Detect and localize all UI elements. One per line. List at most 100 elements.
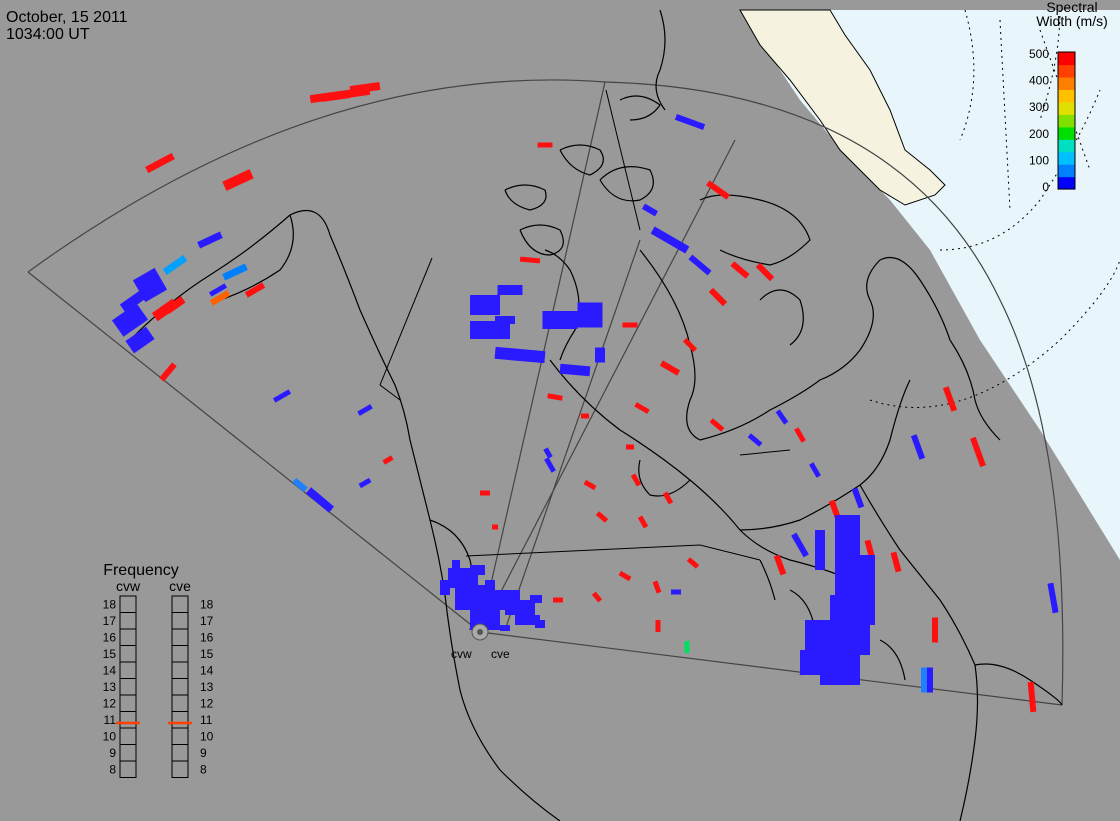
radar-stations — [471, 623, 489, 641]
radar-cell — [543, 447, 553, 459]
radar-cell — [1027, 681, 1037, 713]
radar-cell — [755, 262, 775, 282]
radar-cell — [708, 287, 728, 307]
colorbar-segment — [1058, 164, 1075, 178]
radar-cell — [452, 560, 460, 568]
coastlines — [129, 9, 1063, 821]
radar-cell — [497, 285, 523, 295]
radar-cell — [537, 142, 553, 148]
radar-cell — [921, 667, 927, 693]
colorbar-segment — [1058, 176, 1075, 190]
radar-cell — [591, 591, 603, 603]
radar-cell — [932, 617, 938, 643]
radar-cell — [485, 580, 495, 590]
radar-cell — [674, 114, 706, 130]
radar-cell — [682, 337, 698, 353]
frequency-tick-label: 15 — [200, 647, 214, 661]
radar-cell — [775, 409, 789, 425]
radar-cell — [159, 362, 177, 382]
radar-cell — [547, 393, 563, 401]
radar-cell — [618, 570, 632, 582]
radar-cell — [835, 515, 860, 555]
station-label-west: cvw — [451, 647, 472, 661]
radar-cell — [747, 433, 763, 447]
radar-cell — [492, 524, 498, 530]
frequency-tick-label: 18 — [200, 597, 214, 611]
frequency-tick-label: 8 — [109, 762, 116, 776]
frequency-tick-label: 13 — [200, 680, 214, 694]
radar-cell — [684, 641, 690, 653]
colorbar-segment — [1058, 52, 1075, 66]
greenland-region — [739, 9, 946, 206]
radar-cell — [630, 473, 642, 487]
radar-cell — [706, 180, 730, 200]
radar-cell — [272, 389, 292, 403]
radar-cell — [642, 203, 658, 217]
radar-cell — [470, 295, 500, 315]
radar-cell — [595, 347, 605, 363]
frequency-tick-label: 12 — [200, 696, 214, 710]
radar-cell — [125, 326, 155, 354]
radar-cell — [111, 303, 149, 337]
radar-cell — [321, 92, 351, 102]
radar-cell — [794, 427, 806, 443]
frequency-tick-label: 11 — [200, 713, 213, 727]
frequency-tick-label: 9 — [109, 746, 116, 760]
colorbar-segment — [1058, 101, 1075, 115]
date-label: October, 15 2011 — [6, 9, 128, 26]
colorbar-title-line2: Width (m/s) — [1036, 13, 1108, 29]
frequency-tick-label: 14 — [103, 663, 117, 677]
radar-cell — [820, 670, 860, 685]
frequency-tick-label: 8 — [200, 762, 207, 776]
colorbar-tick-label: 200 — [1029, 127, 1049, 141]
spectral-width-colorbar: Spectral Width (m/s) 500 400 300 200 100 0 — [1029, 0, 1108, 194]
radar-cell — [809, 462, 821, 478]
latitude-grid — [869, 9, 1120, 408]
radar-cell — [688, 254, 712, 276]
colorbar-gradient — [1058, 52, 1075, 190]
radar-cell — [495, 316, 515, 324]
radar-cell — [197, 231, 223, 249]
radar-cell — [544, 457, 556, 473]
frequency-tick-label: 10 — [200, 729, 214, 743]
political-boundaries — [379, 89, 791, 561]
frequency-label-west: cvw — [116, 578, 141, 594]
radar-cell — [357, 404, 373, 416]
radar-backscatter-cells — [111, 81, 1059, 713]
radar-cell — [145, 152, 175, 174]
radar-cell — [835, 555, 875, 595]
radar-cell — [634, 402, 650, 414]
radar-cell — [709, 418, 725, 432]
frequency-gauges: 18 17 16 15 14 13 12 11 10 9 8 18 17 16 15 14 13 12 11 10 9 8 — [103, 595, 214, 778]
radar-cell — [535, 620, 545, 628]
radar-cell — [440, 580, 450, 595]
time-label: 1034:00 UT — [6, 26, 90, 43]
radar-cell — [581, 413, 589, 419]
radar-cell — [519, 256, 541, 264]
frequency-tick-label: 16 — [200, 630, 214, 644]
frequency-tick-label: 16 — [103, 630, 117, 644]
radar-cell — [815, 530, 825, 570]
colorbar-segment — [1058, 76, 1075, 90]
radar-cell — [791, 532, 809, 558]
radar-cell — [520, 605, 535, 613]
radar-cell — [244, 282, 266, 298]
frequency-tick-label: 15 — [103, 647, 117, 661]
radar-cell — [942, 386, 958, 412]
colorbar-segment — [1058, 151, 1075, 165]
radar-cell — [292, 477, 308, 493]
radar-cell — [686, 557, 700, 569]
station-center — [477, 629, 483, 635]
station-label-east: cve — [491, 647, 510, 661]
radar-cell — [515, 615, 540, 625]
daylight-region — [740, 10, 1120, 560]
radar-cell — [209, 290, 231, 306]
radar-cell — [500, 625, 510, 631]
radar-cell — [655, 620, 661, 632]
radar-cell — [1047, 582, 1059, 614]
radar-cell — [162, 254, 188, 276]
radar-cell — [559, 363, 591, 377]
radar-cell — [805, 620, 870, 655]
colorbar-title-line1: Spectral — [1046, 0, 1097, 15]
